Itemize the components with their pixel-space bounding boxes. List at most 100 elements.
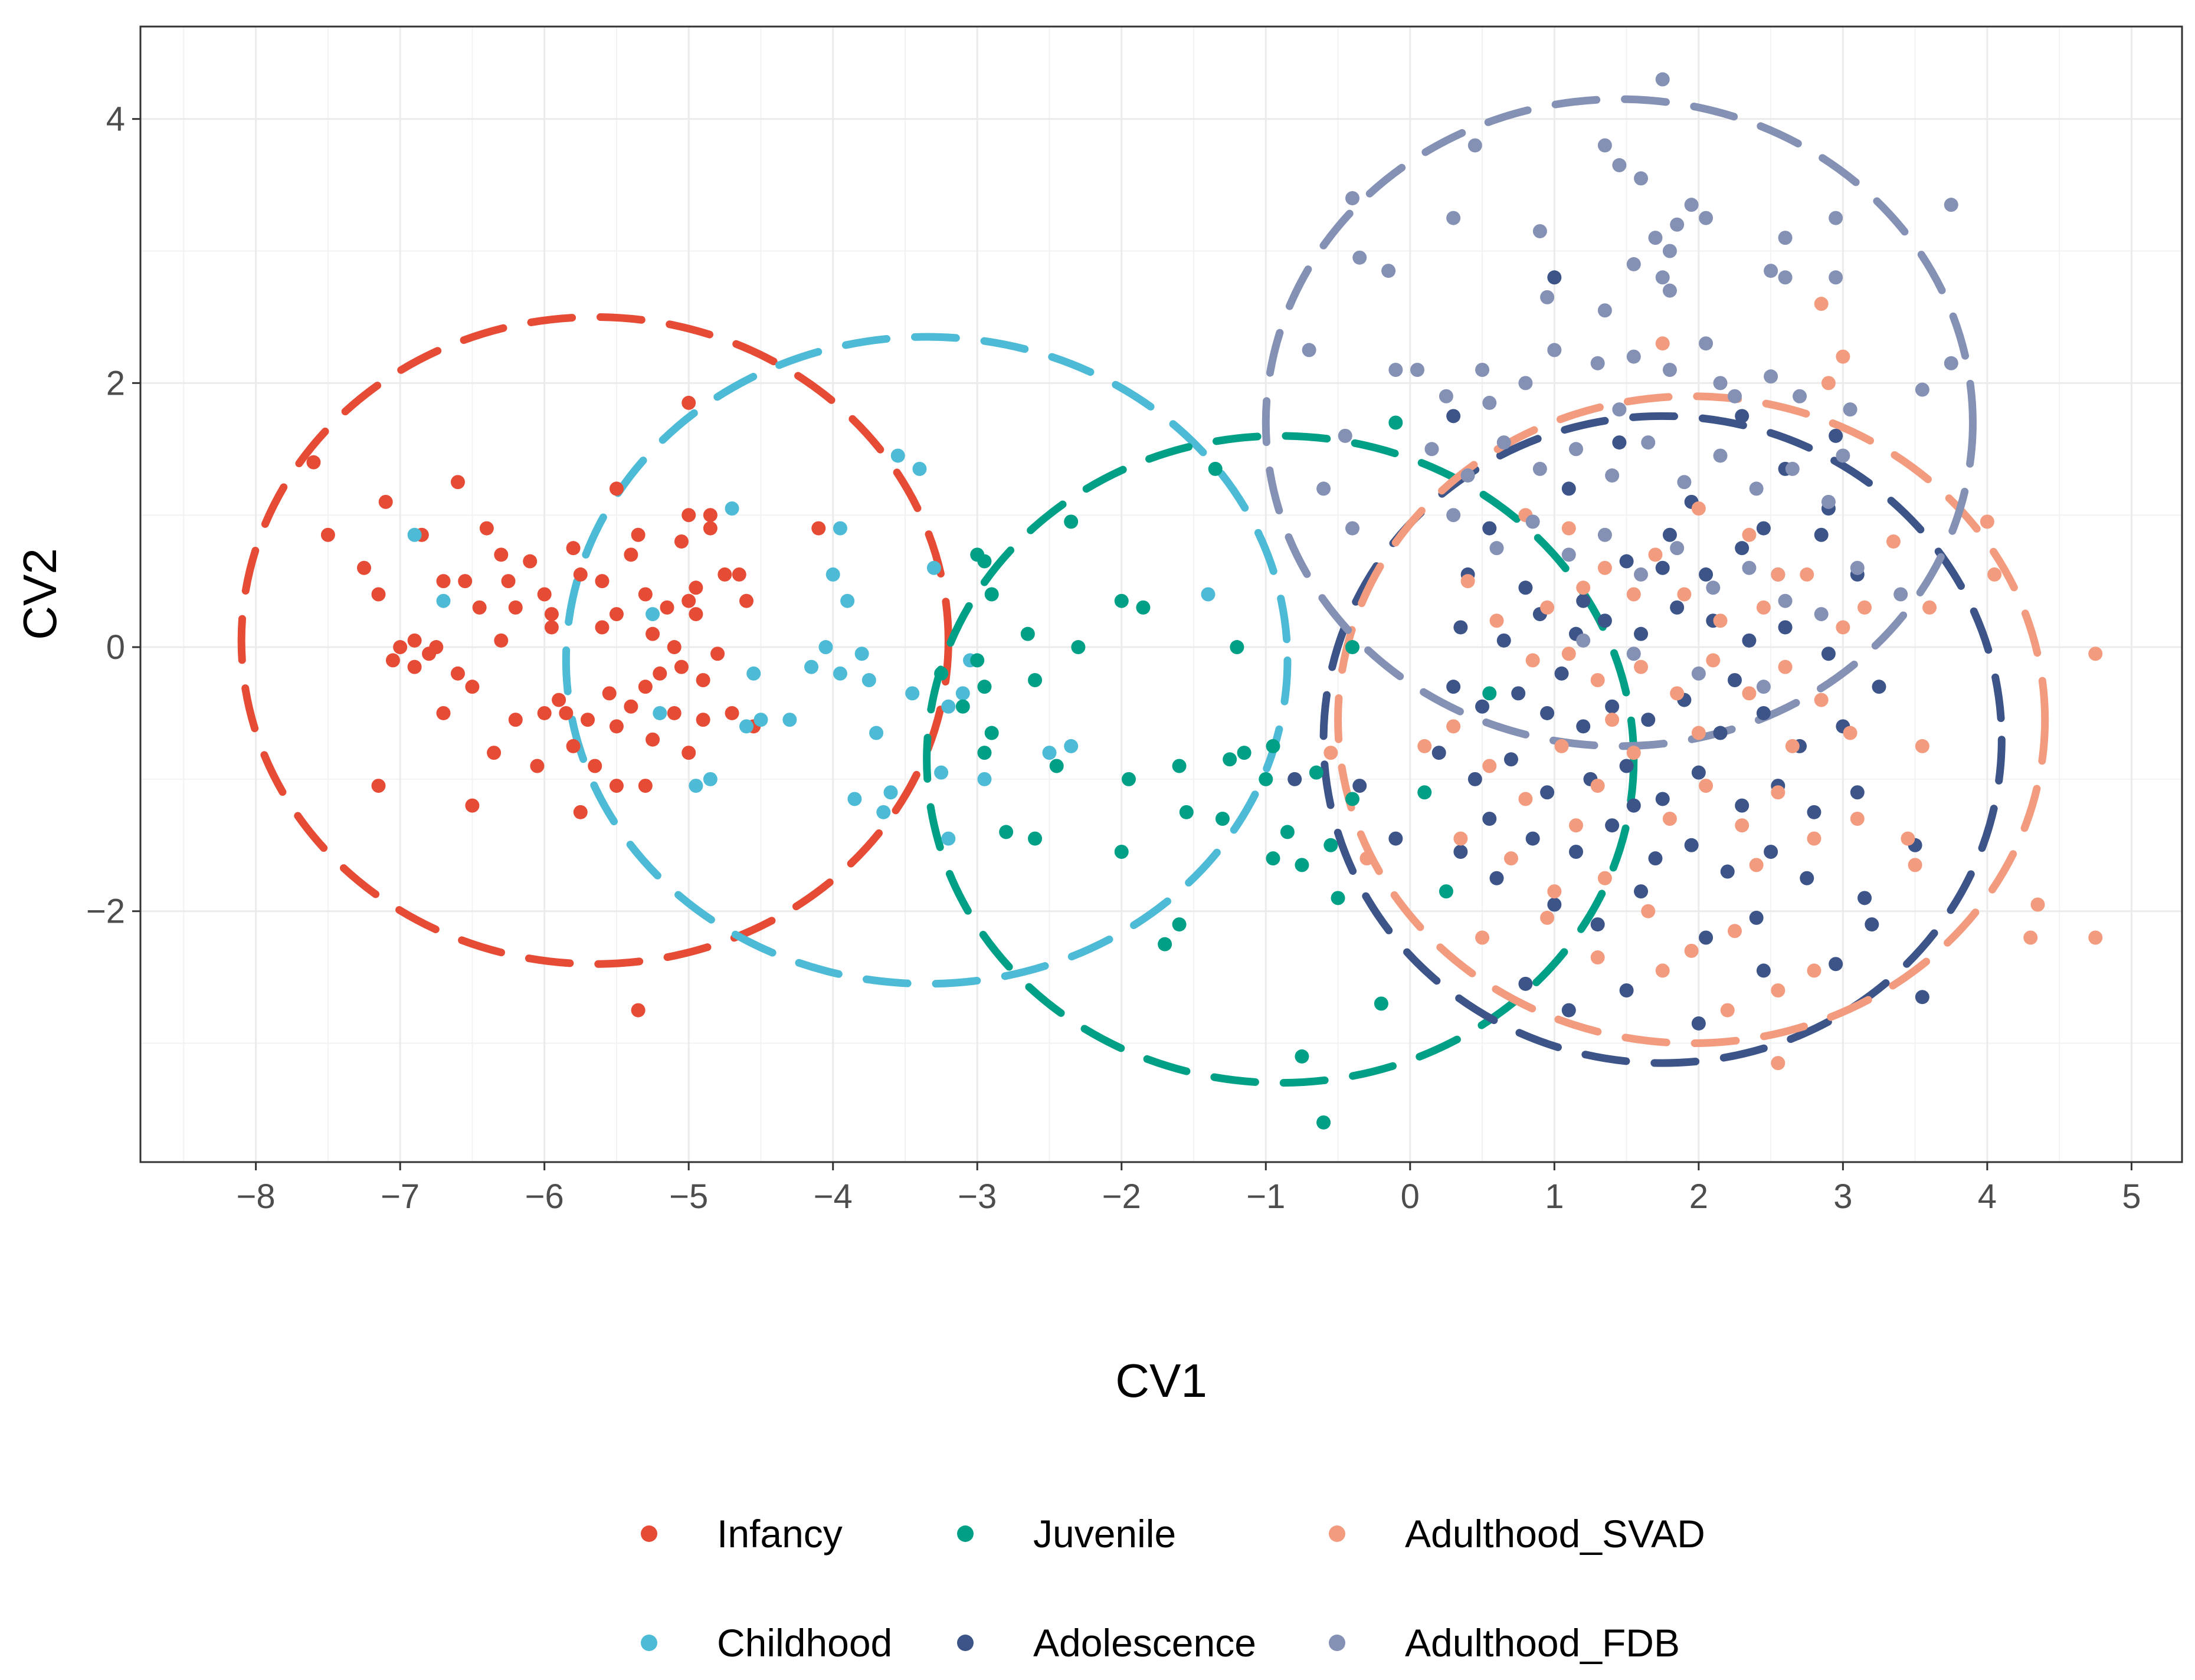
data-point	[1417, 739, 1432, 753]
data-point	[436, 574, 451, 589]
y-axis-ticks: −2 0 2 4	[86, 100, 140, 931]
legend-label: Juvenile	[1033, 1512, 1176, 1556]
data-point	[934, 666, 949, 681]
data-point	[436, 593, 451, 608]
legend-label: Adolescence	[1033, 1621, 1256, 1665]
data-point	[1727, 924, 1742, 939]
data-point	[552, 693, 566, 707]
data-point	[1489, 613, 1504, 628]
data-point	[1136, 600, 1151, 615]
data-point	[1944, 356, 1958, 370]
data-point	[1922, 600, 1937, 615]
data-point	[934, 765, 949, 780]
data-point	[544, 607, 559, 622]
data-point	[1576, 719, 1591, 734]
data-point	[1843, 726, 1857, 740]
data-point	[1540, 290, 1555, 304]
x-tick-label: 1	[1545, 1177, 1564, 1216]
data-point	[840, 593, 855, 608]
data-point	[1742, 633, 1757, 648]
x-tick-label: −1	[1246, 1177, 1285, 1216]
data-point	[1540, 600, 1555, 615]
data-point	[674, 659, 689, 674]
data-point	[1699, 930, 1714, 945]
data-point	[854, 647, 869, 661]
minor-gridlines	[140, 27, 2182, 1162]
data-point	[1446, 680, 1461, 694]
data-point	[1915, 990, 1929, 1005]
data-point	[1742, 527, 1757, 542]
ellipse-adulthood-fdb	[1262, 95, 1977, 750]
data-point	[559, 706, 574, 720]
data-point	[1655, 270, 1670, 285]
data-point	[1323, 746, 1338, 760]
data-point	[1836, 349, 1850, 364]
data-point	[1179, 805, 1194, 819]
data-point	[1778, 231, 1793, 245]
data-point	[1597, 527, 1612, 542]
data-point	[1612, 435, 1627, 450]
data-point	[1662, 527, 1677, 542]
data-point	[2030, 897, 2045, 912]
data-point	[1655, 963, 1670, 978]
data-point	[1475, 930, 1490, 945]
data-point	[696, 672, 710, 687]
data-point	[1266, 851, 1280, 866]
data-point	[1814, 607, 1829, 622]
data-point	[1807, 805, 1821, 819]
data-point	[1554, 666, 1569, 681]
legend-item-adolescence: Adolescence	[957, 1621, 1256, 1665]
data-point	[2088, 930, 2103, 945]
data-point	[1980, 514, 1994, 529]
legend-item-infancy: Infancy	[641, 1512, 843, 1556]
data-point	[1496, 633, 1511, 648]
data-point	[1532, 224, 1547, 238]
data-point	[1172, 917, 1187, 932]
data-point	[1857, 600, 1872, 615]
data-point	[682, 508, 696, 523]
data-point	[624, 699, 638, 714]
data-point	[1547, 884, 1562, 899]
data-point	[530, 759, 545, 773]
data-point	[1597, 138, 1612, 153]
data-point	[1475, 362, 1490, 377]
data-point	[977, 554, 992, 569]
data-point	[508, 713, 523, 727]
legend-key	[1329, 1635, 1345, 1651]
data-point	[1525, 831, 1540, 846]
data-point	[581, 713, 595, 727]
data-point	[1302, 343, 1316, 357]
data-point	[1857, 891, 1872, 905]
data-point	[1561, 521, 1576, 536]
data-point	[523, 554, 538, 569]
data-point	[689, 607, 703, 622]
data-point	[566, 541, 581, 556]
data-point	[609, 607, 624, 622]
data-point	[1821, 494, 1836, 509]
data-point	[1742, 560, 1757, 575]
data-point	[1670, 541, 1685, 556]
data-point	[1605, 818, 1620, 833]
data-point	[1020, 626, 1035, 641]
data-point	[1042, 746, 1057, 760]
data-point	[2088, 647, 2103, 661]
data-point	[660, 600, 674, 615]
data-point	[1605, 713, 1620, 727]
data-point	[1829, 211, 1843, 225]
data-point	[1518, 976, 1533, 991]
data-point	[472, 600, 487, 615]
x-tick-label: −6	[525, 1177, 564, 1216]
data-point	[1735, 818, 1750, 833]
legend-item-adulthood-svad: Adulthood_SVAD	[1329, 1512, 1705, 1556]
data-point	[739, 593, 753, 608]
data-point	[1561, 647, 1576, 661]
data-point	[1821, 376, 1836, 391]
data-point	[977, 772, 992, 786]
data-point	[1778, 593, 1793, 608]
data-point	[1684, 943, 1699, 958]
data-point	[1590, 917, 1605, 932]
data-point	[984, 587, 999, 602]
data-point	[609, 779, 624, 793]
data-point	[1634, 171, 1649, 186]
data-point	[1778, 270, 1793, 285]
